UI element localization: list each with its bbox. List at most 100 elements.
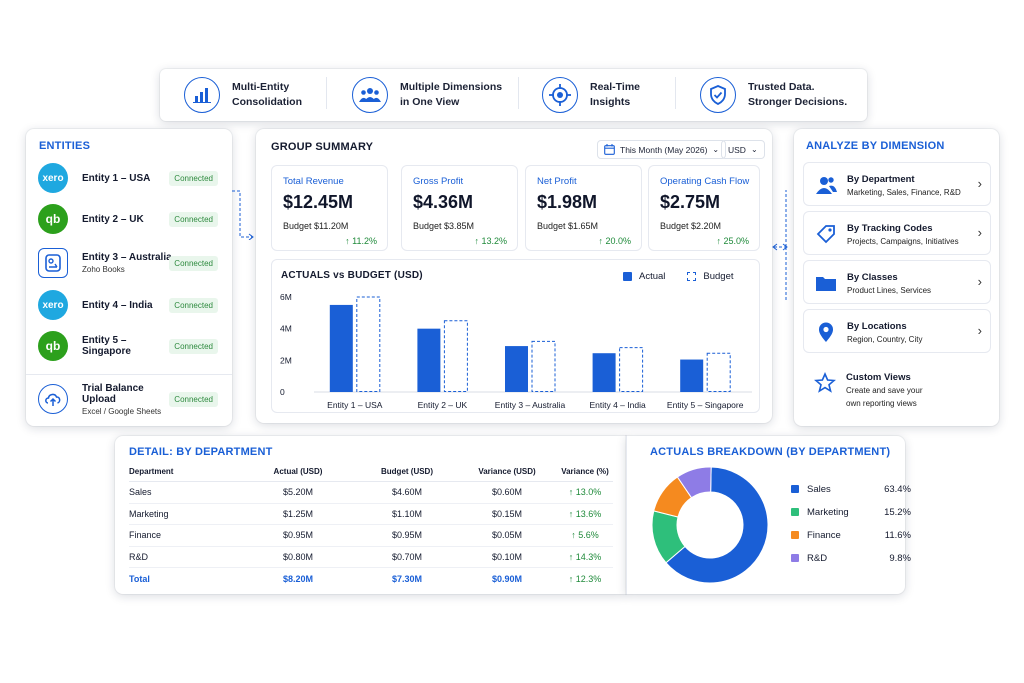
entity-source: Zoho Books <box>82 265 125 274</box>
entity-row[interactable]: qb Entity 2 – UK Connected <box>26 199 232 239</box>
upload-row[interactable]: Trial Balance Upload Excel / Google Shee… <box>26 379 232 419</box>
feature-trusted-data: Trusted Data. Stronger Decisions. <box>700 71 847 119</box>
bar-actual[interactable] <box>417 328 441 392</box>
entity-row[interactable]: qb Entity 5 – Singapore Connected <box>26 326 232 366</box>
donut-slice[interactable] <box>676 466 712 499</box>
bar-budget[interactable] <box>356 296 381 392</box>
dimension-subtitle: Projects, Campaigns, Initiatives <box>847 237 959 246</box>
table-cell: $0.95M <box>357 524 457 547</box>
dimension-custom-views[interactable]: Custom Views Create and save your own re… <box>803 361 991 416</box>
feature-strip: Multi-Entity Consolidation Multiple Dimen… <box>160 69 867 121</box>
table-cell: $0.90M <box>491 573 523 584</box>
currency-label: USD <box>728 144 746 155</box>
table-cell: Marketing <box>129 503 239 525</box>
bar-actual[interactable] <box>592 353 616 392</box>
kpi-card[interactable]: Operating Cash Flow $2.75M Budget $2.20M… <box>648 165 760 251</box>
column-header[interactable]: Department <box>129 462 239 482</box>
feature-real-time: Real-Time Insights <box>542 71 640 119</box>
entities-panel: ENTITIES xero Entity 1 – USA Connected q… <box>26 129 232 426</box>
bar-budget[interactable] <box>531 340 556 393</box>
kpi-value: $4.36M <box>413 192 474 212</box>
kpi-card[interactable]: Gross Profit $4.36M Budget $3.85M ↑ 13.2… <box>401 165 518 251</box>
kpi-change: ↑ 25.0% <box>716 236 749 246</box>
status-badge: Connected <box>169 297 218 313</box>
kpi-value: $12.45M <box>283 192 354 212</box>
table-cell: $0.80M <box>239 546 357 568</box>
table-cell: ↑ 13.0% <box>557 481 613 504</box>
entity-row[interactable]: Entity 3 – Australia Zoho Books Connecte… <box>26 243 232 283</box>
entity-name: Entity 4 – India <box>82 299 153 311</box>
column-header[interactable]: Actual (USD) <box>239 462 357 482</box>
legend-value: 9.8% <box>889 552 911 564</box>
bar-chart-plot: 6M 4M 2M 0 Entity 1 – USA Entity 2 – UK Entity… <box>280 292 752 410</box>
kpi-budget: Budget $11.20M <box>283 221 349 231</box>
kpi-card[interactable]: Total Revenue $12.45M Budget $11.20M ↑ 1… <box>271 165 388 251</box>
entity-row[interactable]: xero Entity 1 – USA Connected <box>26 158 232 198</box>
feature-multi-entity: Multi-Entity Consolidation <box>184 71 302 119</box>
table-cell: Sales <box>129 481 239 504</box>
entity-name: Entity 2 – UK <box>82 213 144 225</box>
donut-slice[interactable] <box>665 466 769 584</box>
table-header-row: Department Actual (USD) Budget (USD) Var… <box>129 462 613 482</box>
currency-select[interactable]: USD ⌄ <box>721 140 765 159</box>
kpi-card[interactable]: Net Profit $1.98M Budget $1.65M ↑ 20.0% <box>525 165 642 251</box>
dimension-by-classes[interactable]: By Classes Product Lines, Services › <box>803 260 991 304</box>
kpi-budget: Budget $1.65M <box>537 221 599 231</box>
dimension-title: Custom Views <box>846 372 911 383</box>
bar-budget[interactable] <box>619 347 644 392</box>
entities-title: ENTITIES <box>39 140 91 152</box>
bar-budget[interactable] <box>706 352 731 393</box>
chart-legend: Actual Budget <box>623 271 734 282</box>
table-cell: $1.25M <box>239 503 357 525</box>
breakdown-title: ACTUALS BREAKDOWN (BY DEPARTMENT) <box>650 446 891 458</box>
donut-chart <box>651 466 769 584</box>
dimension-by-tracking-codes[interactable]: By Tracking Codes Projects, Campaigns, I… <box>803 211 991 255</box>
dimension-subtitle: Region, Country, City <box>847 335 923 344</box>
bar-actual[interactable] <box>505 346 528 392</box>
bar-actual[interactable] <box>680 359 704 392</box>
people-icon <box>816 177 837 194</box>
legend-item: Sales 63.4% <box>791 482 911 496</box>
chevron-right-icon: › <box>977 323 982 338</box>
table-cell: $0.10M <box>457 546 557 568</box>
actuals-vs-budget-chart: ACTUALS vs BUDGET (USD) Actual Budget 6M… <box>271 259 760 413</box>
bar-actual[interactable] <box>329 304 353 392</box>
chevron-right-icon: › <box>977 176 982 191</box>
x-tick-label: Entity 2 – UK <box>418 400 468 410</box>
table-cell: R&D <box>129 546 239 568</box>
xero-logo-icon: xero <box>38 290 68 320</box>
table-cell: ↑ 14.3% <box>557 546 613 568</box>
entity-row[interactable]: xero Entity 4 – India Connected <box>26 285 232 325</box>
breakdown-panel: ACTUALS BREAKDOWN (BY DEPARTMENT) Sales 6… <box>626 436 911 594</box>
table-cell: ↑ 12.3% <box>568 573 602 584</box>
zoho-books-logo-icon <box>38 248 68 278</box>
kpi-budget: Budget $3.85M <box>413 221 475 231</box>
status-badge: Connected <box>169 391 218 407</box>
legend-swatch <box>791 508 799 516</box>
column-header[interactable]: Variance (%) <box>557 462 613 482</box>
table-cell: ↑ 13.6% <box>557 503 613 525</box>
kpi-change: ↑ 11.2% <box>345 236 377 246</box>
group-summary-panel: GROUP SUMMARY This Month (May 2026) ⌄ US… <box>256 129 772 423</box>
table-row[interactable]: Marketing $1.25M $1.10M $0.15M ↑ 13.6% <box>129 503 613 525</box>
table-row[interactable]: Finance $0.95M $0.95M $0.05M ↑ 5.6% <box>129 524 613 547</box>
y-tick-label: 6M <box>280 292 292 302</box>
department-table: Department Actual (USD) Budget (USD) Var… <box>129 462 613 589</box>
dimension-title: By Department <box>847 174 915 185</box>
feature-line2: Stronger Decisions. <box>748 96 848 108</box>
column-header[interactable]: Variance (USD) <box>457 462 557 482</box>
kpi-value: $1.98M <box>537 192 598 212</box>
table-row[interactable]: R&D $0.80M $0.70M $0.10M ↑ 14.3% <box>129 546 613 568</box>
legend-item: Marketing 15.2% <box>791 505 911 519</box>
dimension-by-locations[interactable]: By Locations Region, Country, City › <box>803 309 991 353</box>
legend-item: R&D 9.8% <box>791 551 911 565</box>
bar-budget[interactable] <box>443 320 468 392</box>
table-row[interactable]: Sales $5.20M $4.60M $0.60M ↑ 13.0% <box>129 481 613 504</box>
divider <box>326 77 327 109</box>
period-select[interactable]: This Month (May 2026) ⌄ <box>597 140 727 159</box>
kpi-label: Operating Cash Flow <box>660 176 750 187</box>
dimension-by-department[interactable]: By Department Marketing, Sales, Finance,… <box>803 162 991 206</box>
column-header[interactable]: Budget (USD) <box>357 462 457 482</box>
chart-title: ACTUALS vs BUDGET (USD) <box>281 270 423 281</box>
feature-line2: Consolidation <box>232 96 302 108</box>
